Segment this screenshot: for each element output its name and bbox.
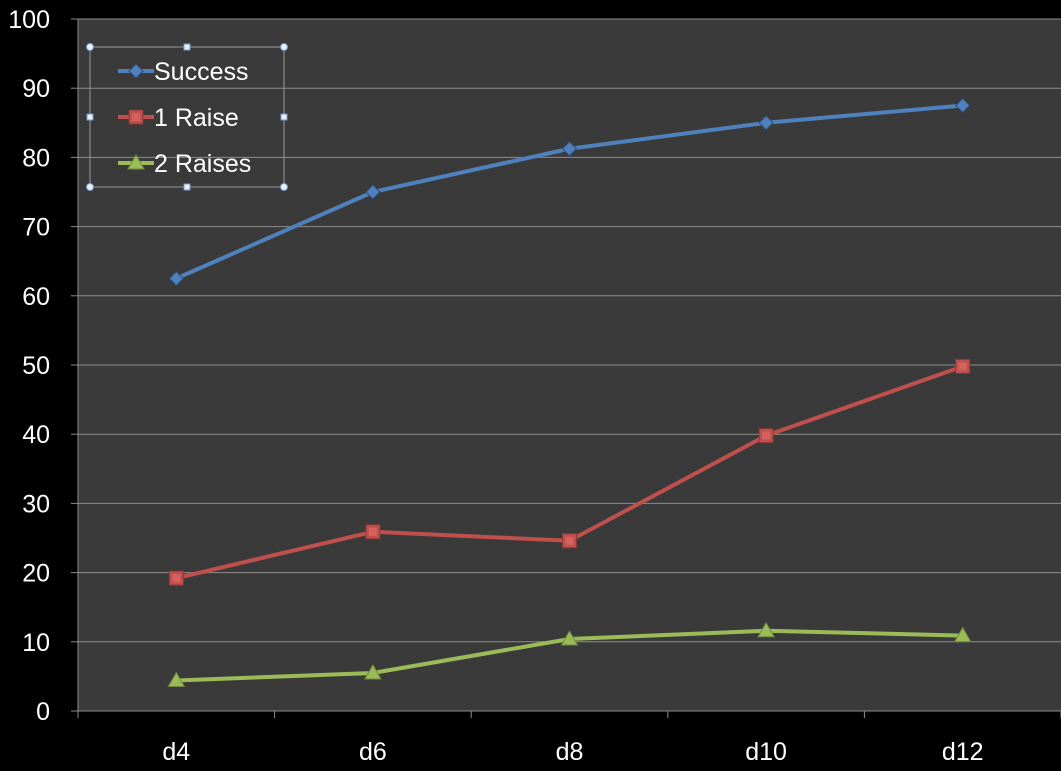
x-tick-label: d4: [162, 738, 190, 766]
data-point: [560, 630, 579, 646]
data-point: [955, 358, 971, 374]
series-1-raise: [168, 358, 971, 586]
data-point: [168, 270, 185, 287]
x-tick-label: d10: [745, 738, 787, 766]
series-2-raises: [167, 621, 972, 688]
legend-entry: Success: [118, 58, 248, 86]
data-point: [168, 570, 184, 586]
data-point: [562, 533, 577, 549]
y-tick-label: 10: [22, 629, 50, 657]
y-tick-label: 30: [22, 490, 50, 518]
x-tick-label: d8: [556, 738, 584, 766]
series-success: [168, 97, 971, 287]
x-axis-tick-labels: d4 d6 d8 d10 d12: [162, 738, 983, 766]
y-tick-label: 0: [36, 698, 50, 726]
y-tick-label: 60: [22, 283, 50, 311]
legend-label: 2 Raises: [154, 150, 251, 178]
legend-entry: 2 Raises: [118, 150, 251, 178]
data-point: [167, 671, 186, 688]
legend-marker: [128, 63, 144, 79]
y-tick-label: 70: [22, 214, 50, 242]
y-tick-label: 40: [22, 421, 50, 449]
axes: [71, 18, 1061, 718]
series-layer: [167, 97, 972, 688]
legend-resize-handle[interactable]: [86, 43, 94, 51]
y-tick-label: 80: [22, 144, 50, 172]
legend-resize-handle[interactable]: [280, 113, 288, 121]
data-point: [953, 626, 972, 643]
data-point: [758, 115, 774, 131]
data-point: [954, 97, 971, 114]
legend-marker: [127, 153, 145, 170]
legend-marker: [128, 109, 144, 125]
data-point: [757, 621, 775, 638]
gridlines: [78, 18, 1061, 643]
legend-entry: 1 Raise: [118, 104, 239, 132]
legend-resize-handle[interactable]: [86, 183, 94, 191]
x-tick-label: d6: [359, 738, 387, 766]
data-point: [365, 184, 381, 200]
data-point: [561, 141, 578, 157]
legend-resize-handle[interactable]: [86, 113, 94, 121]
legend[interactable]: Success 1 Raise 2 Raises: [86, 43, 288, 191]
x-tick-label: d12: [942, 738, 984, 766]
legend-resize-handle[interactable]: [280, 43, 288, 51]
y-axis-tick-labels: 0 10 20 30 40 50 60 70 80 90 100: [8, 6, 50, 726]
data-point: [365, 524, 381, 540]
y-tick-label: 50: [22, 352, 50, 380]
y-tick-label: 100: [8, 6, 50, 34]
legend-resize-handle[interactable]: [183, 43, 191, 51]
data-point: [758, 428, 774, 444]
legend-label: 1 Raise: [154, 104, 239, 132]
data-point: [364, 663, 382, 680]
legend-resize-handle[interactable]: [183, 183, 191, 191]
legend-label: Success: [154, 58, 248, 86]
y-tick-label: 20: [22, 560, 50, 588]
legend-resize-handle[interactable]: [280, 183, 288, 191]
y-tick-label: 90: [22, 75, 50, 103]
